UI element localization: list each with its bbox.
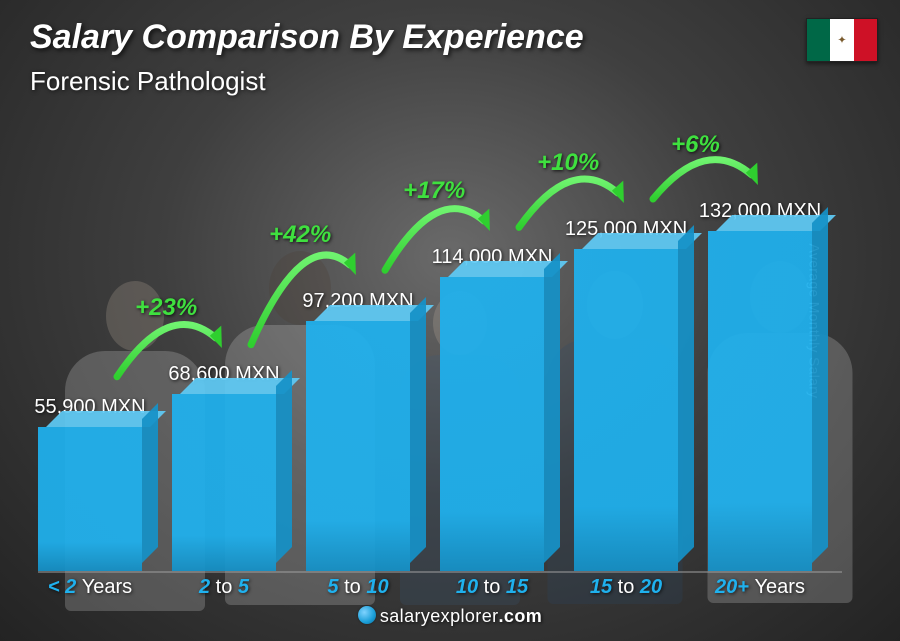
bar-slot: 68,600 MXN [172,120,276,571]
x-axis-category-label: 10 to 15 [440,576,544,599]
chart-title: Salary Comparison By Experience [30,18,584,57]
footer-attribution: salaryexplorer.com [0,606,900,627]
bar-side-face [544,253,560,563]
bar-front-face [172,394,276,571]
infographic-canvas: Salary Comparison By Experience Forensic… [0,0,900,641]
increase-percent-label: +42% [269,221,331,249]
globe-icon [358,606,376,624]
footer-tld: .com [499,606,543,626]
bar-side-face [142,403,158,563]
bar-side-face [410,297,426,563]
bar-front-face [708,231,812,571]
bar-slot: 125,000 MXN [574,120,678,571]
country-flag-mexico: ✦ [806,18,878,62]
bar [172,394,276,571]
bar-side-face [812,207,828,563]
increase-percent-label: +10% [537,149,599,177]
bar [574,249,678,571]
bar-slot: 55,900 MXN [38,120,142,571]
x-axis-category-label: 2 to 5 [172,576,276,599]
bar [440,277,544,571]
bar-slot: 97,200 MXN [306,120,410,571]
x-axis-line [38,571,842,573]
footer-brand: salaryexplorer [380,606,499,626]
increase-percent-label: +6% [671,131,720,159]
x-axis-category-label: 20+ Years [708,576,812,599]
bar-front-face [38,427,142,571]
increase-percent-label: +17% [403,177,465,205]
bar-side-face [678,225,694,563]
flag-stripe-red [854,19,877,61]
flag-stripe-green [807,19,830,61]
x-axis-category-label: 5 to 10 [306,576,410,599]
bar-front-face [306,321,410,571]
x-axis-category-label: < 2 Years [38,576,142,599]
flag-emblem-icon: ✦ [837,34,846,47]
bar-slot: 132,000 MXN [708,120,812,571]
bar-side-face [276,370,292,563]
bar [306,321,410,571]
bar-front-face [440,277,544,571]
bar [708,231,812,571]
bar-front-face [574,249,678,571]
bar [38,427,142,571]
increase-percent-label: +23% [135,294,197,322]
x-axis-category-label: 15 to 20 [574,576,678,599]
chart-subtitle: Forensic Pathologist [30,66,266,97]
